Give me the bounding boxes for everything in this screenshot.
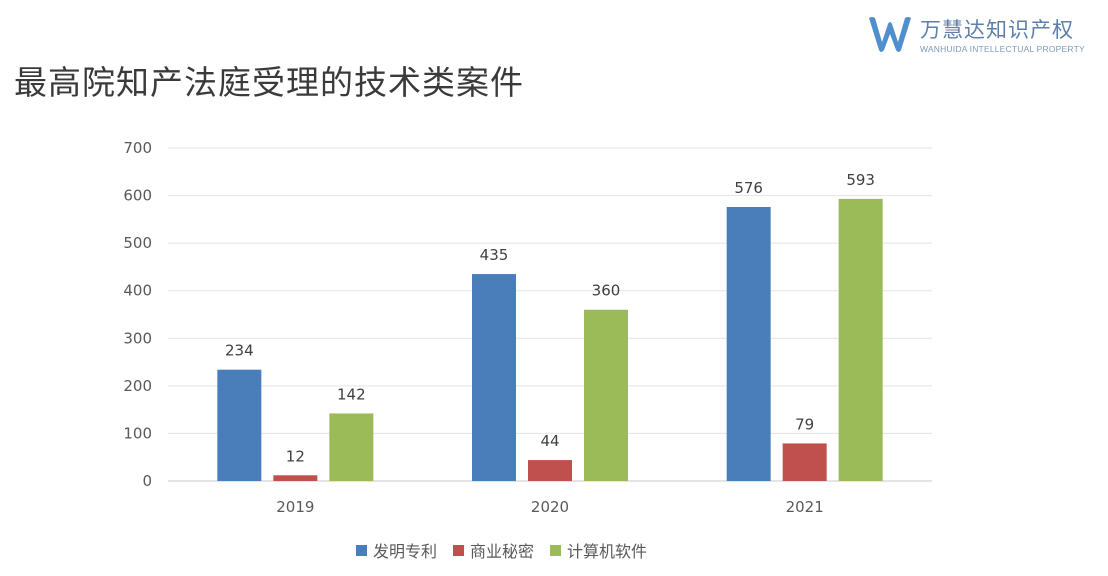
legend-label: 发明专利 bbox=[373, 542, 438, 561]
y-tick-label: 400 bbox=[123, 282, 152, 300]
legend-label: 商业秘密 bbox=[470, 542, 535, 561]
data-label: 435 bbox=[480, 246, 509, 264]
data-label: 593 bbox=[846, 171, 875, 189]
y-tick-label: 0 bbox=[142, 472, 152, 490]
bar bbox=[838, 198, 883, 481]
x-tick-label: 2019 bbox=[276, 498, 314, 516]
x-tick-label: 2020 bbox=[531, 498, 569, 516]
brand-logo: 万慧达知识产权 WANHUIDA INTELLECTUAL PROPERTY bbox=[866, 12, 1102, 62]
data-label: 44 bbox=[540, 432, 559, 450]
bar bbox=[329, 413, 374, 481]
brand-name: 万慧达知识产权 bbox=[920, 18, 1074, 42]
brand-subtitle: WANHUIDA INTELLECTUAL PROPERTY bbox=[920, 44, 1085, 54]
legend-item: 商业秘密 bbox=[453, 538, 534, 562]
y-tick-label: 200 bbox=[123, 377, 152, 395]
data-label: 12 bbox=[286, 447, 305, 465]
data-label: 142 bbox=[337, 385, 366, 403]
y-tick-label: 700 bbox=[123, 139, 152, 157]
bar bbox=[782, 443, 827, 481]
bar bbox=[726, 206, 771, 481]
legend-swatch bbox=[453, 544, 465, 556]
y-tick-label: 500 bbox=[123, 234, 152, 252]
y-tick-label: 100 bbox=[123, 424, 152, 442]
legend-label: 计算机软件 bbox=[567, 542, 648, 561]
y-tick-label: 600 bbox=[123, 187, 152, 205]
bar bbox=[584, 309, 628, 481]
legend-item: 发明专利 bbox=[356, 538, 437, 562]
x-tick-label: 2021 bbox=[786, 498, 824, 516]
data-label: 360 bbox=[592, 282, 621, 300]
y-tick-label: 300 bbox=[123, 329, 152, 347]
legend-item: 计算机软件 bbox=[550, 538, 647, 562]
page-title: 最高院知产法庭受理的技术类案件 bbox=[14, 63, 524, 102]
bar bbox=[273, 475, 318, 481]
bar bbox=[472, 274, 516, 481]
bar bbox=[528, 460, 572, 481]
legend-swatch bbox=[550, 544, 562, 556]
data-label: 576 bbox=[734, 179, 763, 197]
data-label: 234 bbox=[225, 342, 254, 360]
data-label: 79 bbox=[795, 415, 814, 433]
w-logo-icon bbox=[869, 17, 911, 52]
bar bbox=[217, 369, 262, 481]
legend-swatch bbox=[356, 544, 367, 556]
legend: 发明专利 商业秘密 计算机软件 bbox=[356, 538, 653, 562]
